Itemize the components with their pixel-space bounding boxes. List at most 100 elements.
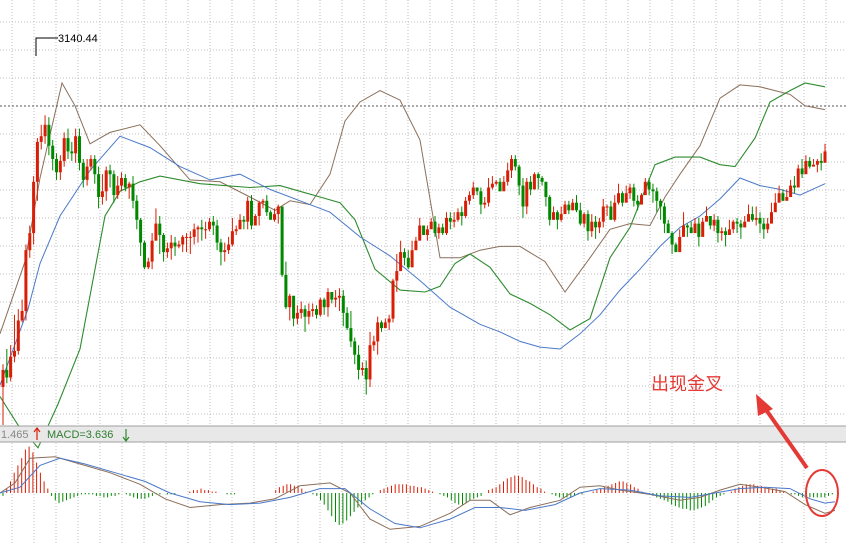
candle-body [708, 216, 712, 226]
candle-body [517, 166, 521, 186]
candle-body [146, 261, 150, 268]
candle-body [391, 280, 395, 319]
candle [112, 170, 116, 203]
candle-body [628, 187, 632, 194]
candle [238, 214, 242, 230]
candle [32, 176, 36, 245]
candle [280, 206, 284, 277]
candle-body [575, 202, 578, 211]
candle [162, 233, 166, 262]
candle [100, 174, 104, 205]
candle [506, 162, 510, 186]
candle [135, 195, 139, 230]
candle-body [716, 219, 720, 234]
candle-body [139, 219, 143, 243]
candle [257, 200, 261, 226]
candle-body [204, 229, 208, 231]
candle-body [536, 174, 540, 178]
candle [315, 305, 318, 319]
candle-body [322, 299, 326, 308]
candle-body [597, 221, 601, 228]
candle-body [341, 295, 345, 313]
candle [571, 198, 575, 211]
candle-body [471, 187, 475, 196]
candle-body [288, 295, 292, 308]
candle-body [808, 160, 812, 167]
candle [620, 191, 624, 207]
candle-body [276, 206, 280, 215]
candle [9, 345, 13, 382]
candle-body [74, 136, 78, 154]
candle-body [154, 223, 158, 241]
candle [334, 290, 338, 308]
callout-arrowhead [756, 394, 773, 416]
candle [204, 221, 208, 239]
candle-body [89, 159, 93, 167]
candle [150, 233, 154, 270]
candle-body [494, 181, 498, 184]
candle [521, 178, 525, 218]
candle-body [345, 312, 349, 329]
candle-body [750, 214, 754, 220]
candle [563, 200, 567, 215]
candle-body [555, 212, 559, 220]
candle [158, 216, 162, 254]
golden-cross-callout: 出现金叉 [651, 374, 839, 517]
candle [548, 195, 552, 226]
candle [261, 198, 265, 209]
candle-body [318, 299, 322, 315]
candle [55, 153, 58, 180]
candle [337, 288, 341, 311]
candle [758, 212, 762, 234]
candle-body [376, 322, 380, 342]
candle-body [32, 181, 36, 234]
callout-text: 出现金叉 [651, 374, 723, 395]
candle-body [188, 236, 192, 238]
candle-body [97, 174, 101, 197]
candle [425, 225, 429, 241]
candle [636, 195, 640, 211]
candle [307, 303, 311, 325]
candle-body [563, 204, 567, 215]
candle-body [100, 191, 104, 197]
candle-body [16, 320, 20, 351]
candle-body [326, 292, 330, 308]
candle-body [177, 244, 181, 247]
candle [785, 189, 789, 201]
candle [265, 195, 269, 216]
dif-line [0, 456, 836, 530]
candle-body [513, 159, 517, 167]
candle [544, 181, 548, 207]
candle-body [112, 174, 116, 196]
candle-body [261, 200, 265, 203]
candle [594, 216, 598, 239]
candle [196, 225, 200, 243]
candle [617, 183, 620, 205]
candle-body [705, 216, 708, 222]
candle [467, 191, 471, 205]
candle [739, 219, 743, 239]
candle [402, 248, 406, 266]
candle-body [815, 160, 819, 165]
candle [81, 159, 85, 188]
candle [731, 219, 735, 234]
candle-body [360, 368, 364, 370]
candle-body [613, 202, 617, 220]
candle [597, 217, 601, 234]
candle-body [402, 252, 406, 258]
candle-body [120, 178, 123, 186]
candle-body [13, 350, 16, 357]
candle-body [586, 214, 590, 232]
candle-body [78, 136, 81, 163]
candle-body [567, 204, 571, 211]
candle [139, 217, 143, 256]
candle-body [330, 292, 334, 300]
candle [494, 179, 498, 186]
candle-body [792, 185, 796, 188]
candle-body [693, 223, 697, 234]
candle-body [441, 227, 445, 234]
candle [406, 250, 410, 270]
candle-body [223, 250, 227, 253]
candle [536, 172, 540, 190]
candle-body [357, 354, 361, 370]
